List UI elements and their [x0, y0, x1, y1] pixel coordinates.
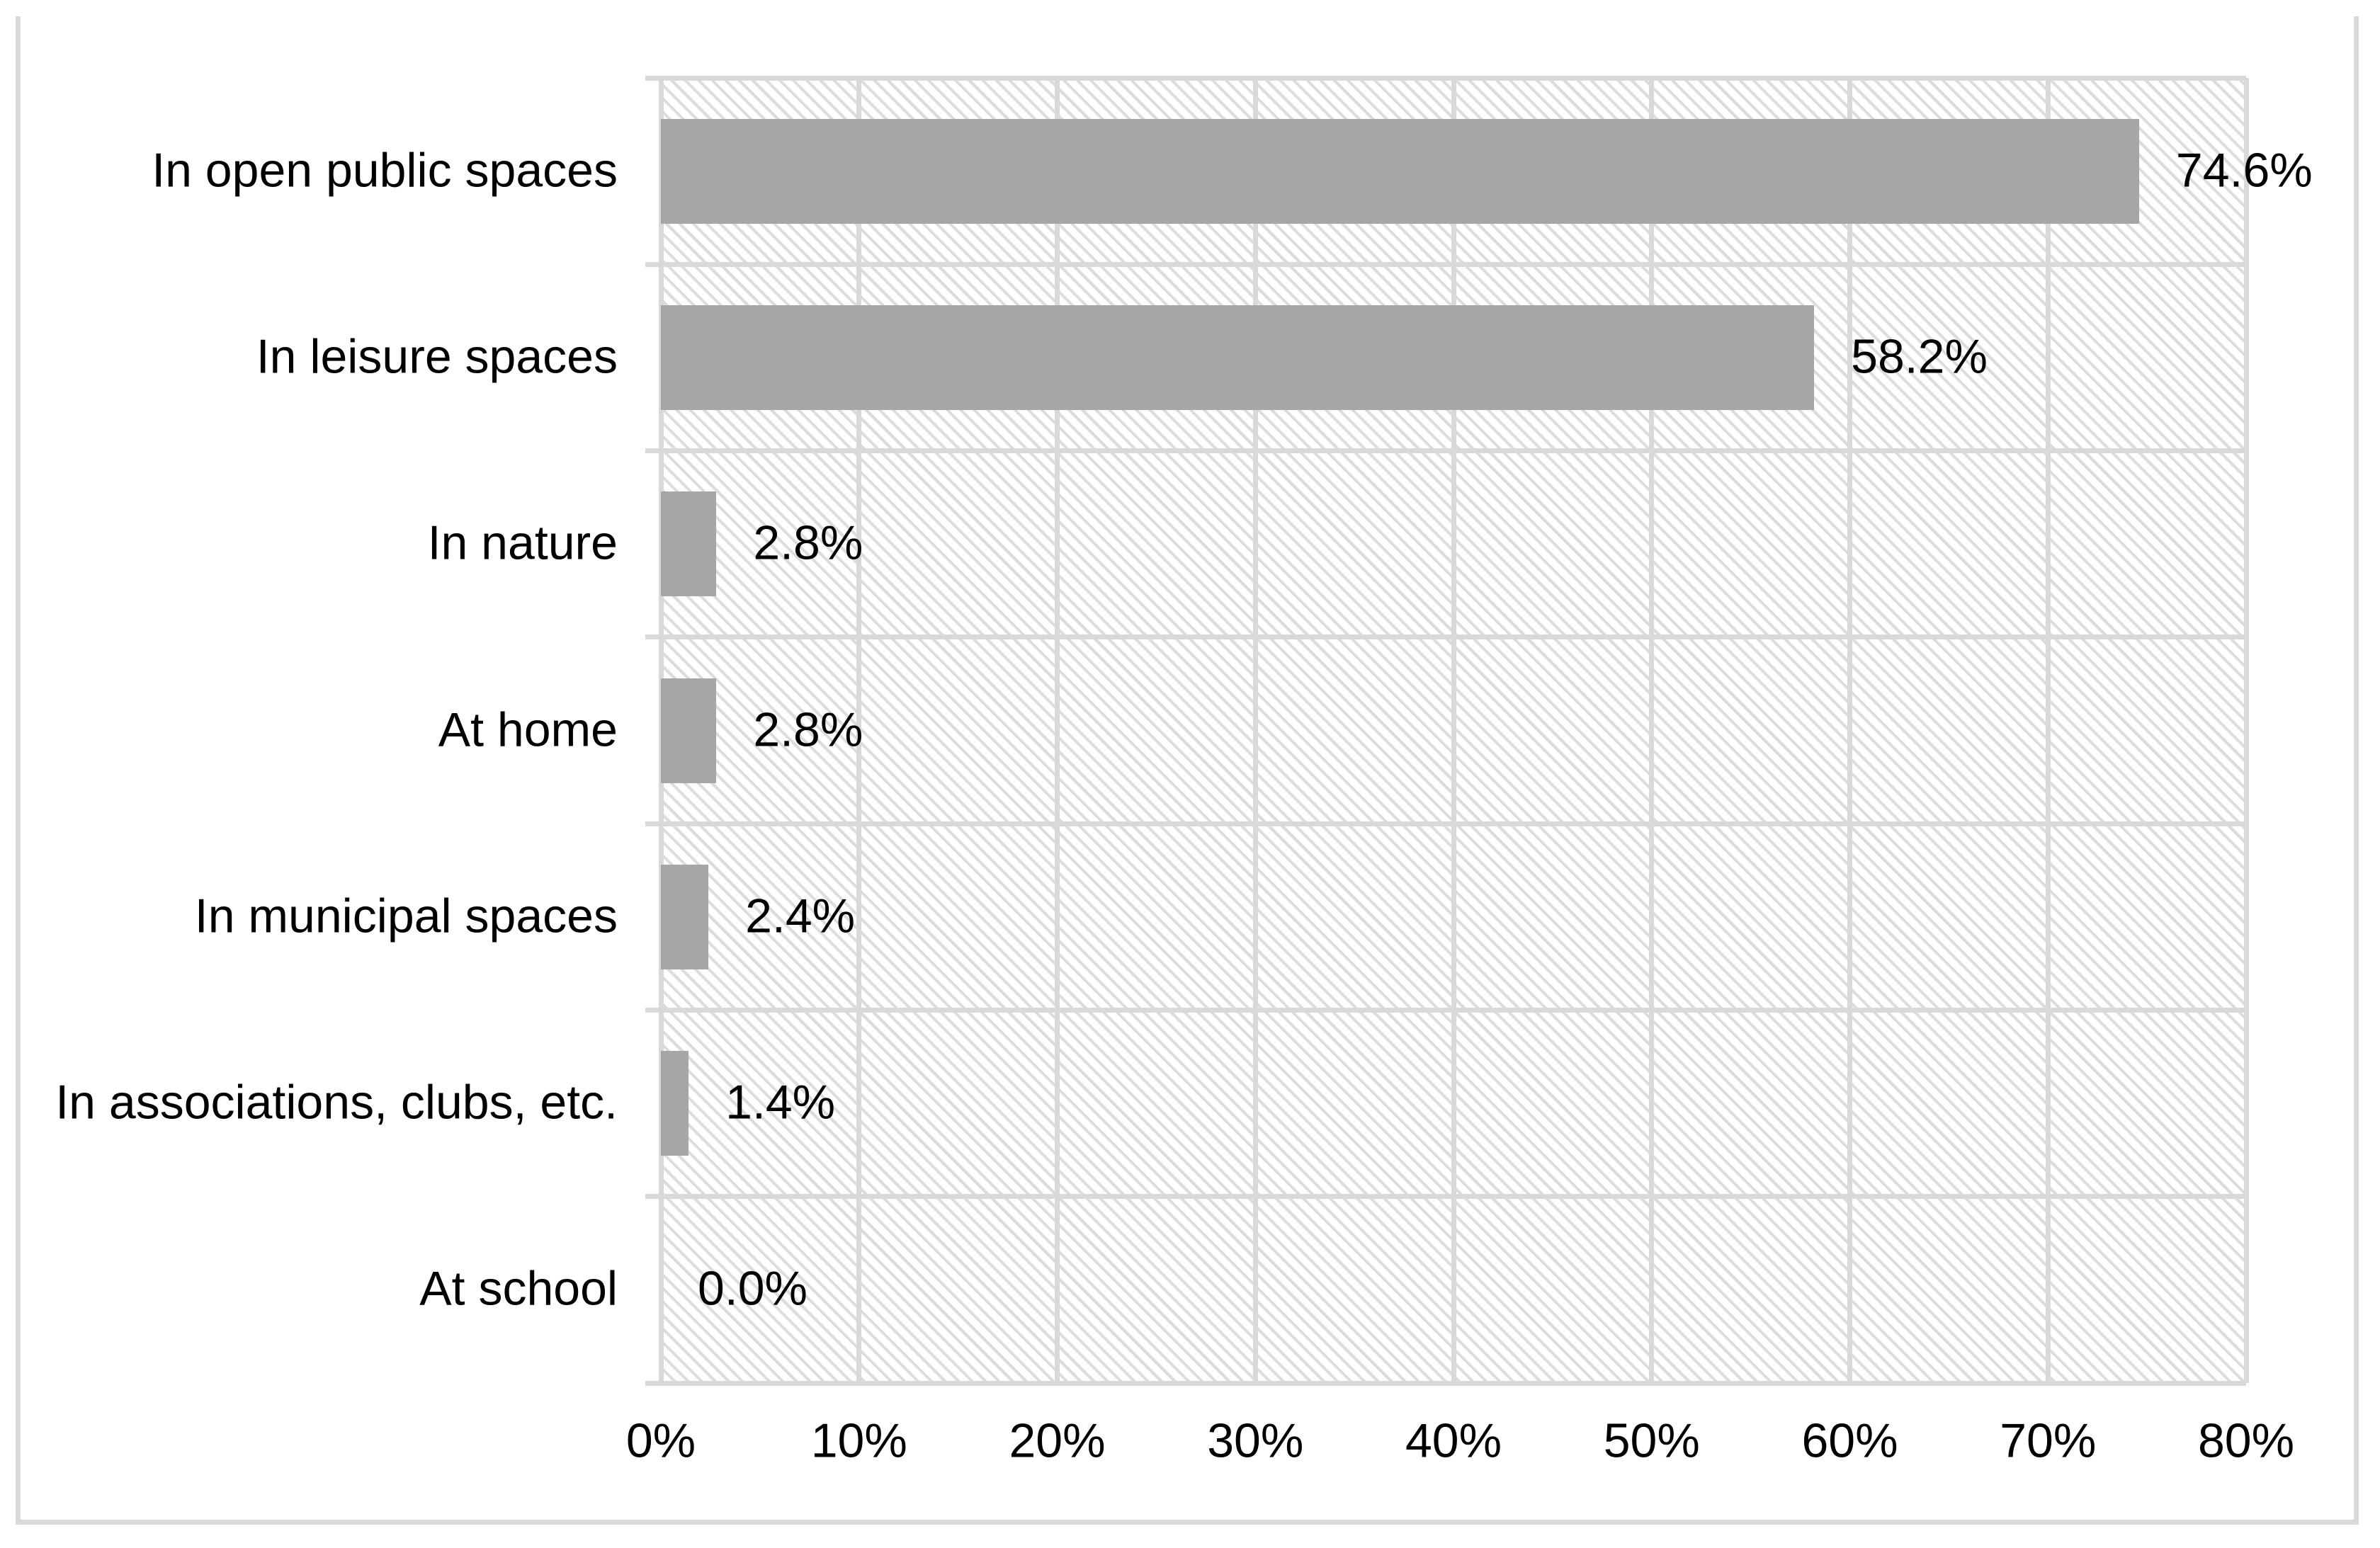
x-axis-tick-label: 80%	[2197, 1413, 2295, 1468]
gridline-horizontal	[661, 1194, 2246, 1200]
gridline-vertical	[1252, 78, 1258, 1383]
value-label: 58.2%	[1851, 329, 1988, 384]
gridline-vertical	[1451, 78, 1456, 1383]
gridline-vertical	[1847, 78, 1852, 1383]
x-axis-tick-label: 30%	[1207, 1413, 1304, 1468]
gridline-horizontal	[661, 448, 2246, 454]
category-label: In leisure spaces	[256, 329, 618, 384]
category-label: In open public spaces	[152, 143, 618, 198]
axis-tick	[645, 634, 661, 640]
x-axis-tick-label: 10%	[810, 1413, 907, 1468]
x-axis-tick-label: 60%	[1801, 1413, 1898, 1468]
gridline-horizontal	[661, 261, 2246, 267]
axis-tick	[645, 1380, 661, 1386]
value-label: 2.4%	[745, 889, 856, 943]
gridline-vertical	[1055, 78, 1060, 1383]
axis-tick	[645, 1007, 661, 1013]
bar	[661, 491, 717, 597]
value-label: 2.8%	[753, 702, 863, 757]
value-label: 1.4%	[725, 1075, 836, 1129]
gridline-vertical	[2243, 78, 2249, 1383]
chart-border	[16, 16, 2359, 1525]
bar	[661, 118, 2139, 224]
x-axis-tick-label: 0%	[625, 1413, 696, 1468]
axis-tick	[645, 1194, 661, 1200]
value-label: 2.8%	[753, 516, 863, 570]
axis-tick	[645, 448, 661, 454]
axis-tick	[645, 75, 661, 81]
gridline-horizontal	[661, 1007, 2246, 1013]
value-label: 0.0%	[698, 1261, 808, 1316]
category-label: At school	[419, 1261, 618, 1316]
bar	[661, 678, 717, 783]
axis-tick	[645, 261, 661, 267]
gridline-vertical	[856, 78, 862, 1383]
bar	[661, 1051, 689, 1156]
axis-tick	[645, 821, 661, 826]
gridline-horizontal	[661, 634, 2246, 640]
gridline-horizontal	[661, 75, 2246, 81]
value-label: 74.6%	[2175, 143, 2313, 198]
x-axis-tick-label: 40%	[1405, 1413, 1502, 1468]
x-axis-tick-label: 20%	[1009, 1413, 1106, 1468]
bar	[661, 864, 709, 969]
gridline-horizontal	[661, 821, 2246, 826]
x-axis-tick-label: 50%	[1603, 1413, 1700, 1468]
category-label: At home	[438, 702, 618, 757]
category-label: In associations, clubs, etc.	[55, 1075, 618, 1129]
category-label: In municipal spaces	[194, 889, 618, 943]
bar	[661, 305, 1815, 410]
gridline-vertical	[2045, 78, 2051, 1383]
gridline-vertical	[1649, 78, 1655, 1383]
x-axis-tick-label: 70%	[2000, 1413, 2097, 1468]
category-label: In nature	[427, 516, 618, 570]
gridline-horizontal	[661, 1380, 2246, 1386]
